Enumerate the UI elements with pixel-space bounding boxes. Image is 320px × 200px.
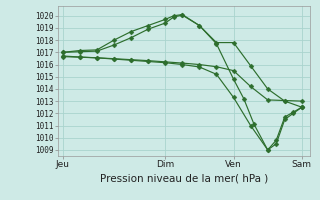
X-axis label: Pression niveau de la mer( hPa ): Pression niveau de la mer( hPa ) bbox=[100, 173, 268, 183]
